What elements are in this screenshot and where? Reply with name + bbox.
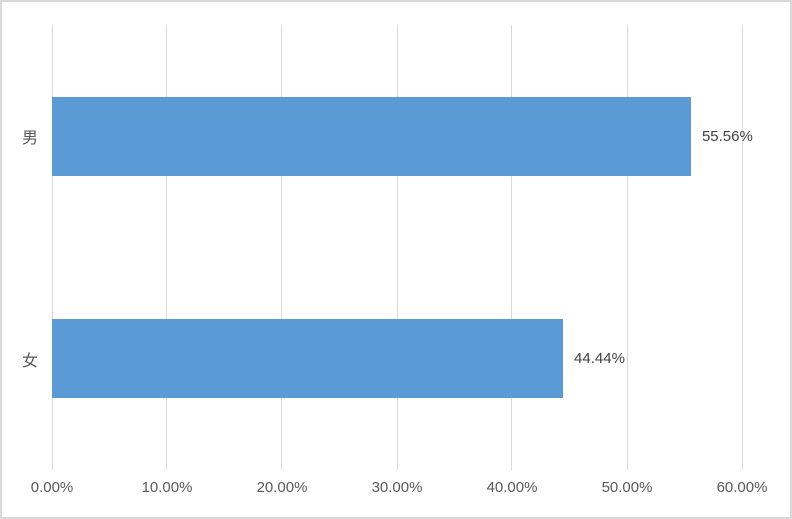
x-axis-tick-label: 60.00% (716, 479, 768, 496)
gridline (281, 25, 283, 470)
x-axis: 0.00% 10.00% 20.00% 30.00% 40.00% 50.00% 60.00… (31, 479, 768, 501)
gridline (166, 25, 168, 470)
y-label-row: 女 (2, 248, 38, 471)
gridline (626, 25, 628, 470)
gridline (396, 25, 398, 470)
data-label: 55.56% (701, 127, 753, 145)
value-axis-line (51, 25, 53, 470)
y-label-row: 男 (2, 25, 38, 248)
bar-1 (52, 96, 691, 176)
category-label: 男 (21, 130, 38, 148)
bar-row: 44.44% (52, 248, 742, 471)
x-axis-tick-label: 40.00% (486, 479, 538, 496)
x-axis-tick-label: 0.00% (30, 479, 74, 496)
x-axis-tick-label: 50.00% (601, 479, 653, 496)
bar-2 (52, 319, 564, 399)
x-axis-tick-label: 20.00% (256, 479, 308, 496)
x-axis-tick-label: 10.00% (141, 479, 193, 496)
category-label: 女 (21, 352, 38, 370)
bar-row: 55.56% (52, 25, 753, 248)
gridline (511, 25, 513, 470)
y-axis-category-labels: 男女 (2, 25, 38, 470)
gridline (741, 25, 743, 470)
x-axis-tick-label: 30.00% (371, 479, 423, 496)
plot-area: 55.56% 44.44% (51, 25, 753, 471)
data-label: 44.44% (574, 350, 625, 368)
